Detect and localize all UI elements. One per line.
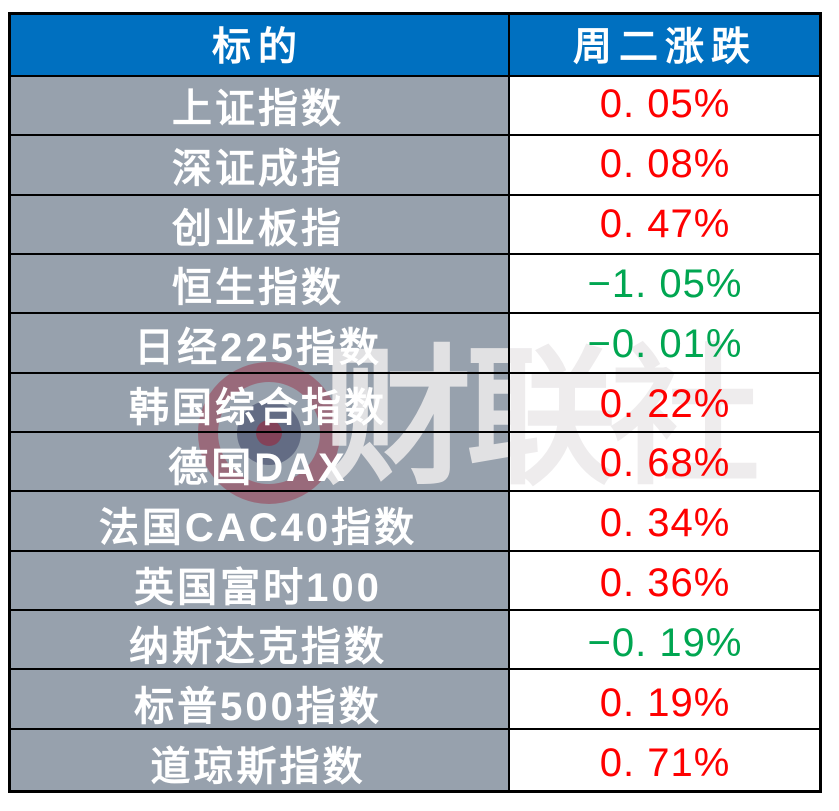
index-change-value: −0. 19%	[587, 620, 743, 665]
index-change-cell: −1. 05%	[508, 254, 822, 315]
index-name: 道琼斯指数	[150, 745, 366, 790]
index-change-cell: 0. 36%	[508, 553, 822, 614]
index-name-cell: 韩国综合指数	[8, 374, 508, 434]
index-change-value: 0. 68%	[599, 441, 731, 486]
index-name: 日经225指数	[134, 326, 382, 371]
index-change-value: 0. 22%	[599, 381, 731, 426]
index-change-cell: 0. 22%	[508, 374, 822, 434]
index-name-cell: 纳斯达克指数	[8, 613, 508, 674]
index-name-cell: 法国CAC40指数	[8, 493, 508, 554]
index-change-value: 0. 34%	[599, 501, 731, 546]
index-name-cell: 恒生指数	[8, 254, 508, 315]
index-change-value: 0. 05%	[599, 82, 731, 127]
index-name: 纳斯达克指数	[129, 625, 387, 670]
index-change-value: 0. 71%	[599, 740, 731, 785]
index-name: 深证成指	[172, 146, 344, 191]
index-name-cell: 标普500指数	[8, 673, 508, 734]
index-change-cell: 0. 34%	[508, 493, 822, 554]
index-change-cell: −0. 19%	[508, 613, 822, 674]
index-name: 德国DAX	[168, 445, 348, 490]
index-change-value: 0. 08%	[599, 142, 731, 187]
index-name: 创业板指	[172, 206, 344, 251]
index-name-cell: 创业板指	[8, 194, 508, 255]
index-name: 标普500指数	[134, 685, 382, 730]
index-name-cell: 深证成指	[8, 134, 508, 195]
header-change-label: 周二涨跌	[572, 25, 757, 69]
index-name-cell: 日经225指数	[8, 314, 508, 375]
index-name: 恒生指数	[172, 266, 344, 311]
header-cell-target: 标的	[8, 12, 508, 75]
index-name: 英国富时100	[134, 565, 382, 610]
index-name-cell: 上证指数	[8, 75, 508, 135]
index-name: 韩国综合指数	[129, 386, 387, 431]
index-change-cell: 0. 05%	[508, 75, 822, 135]
index-change-cell: 0. 68%	[508, 433, 822, 494]
index-change-cell: 0. 08%	[508, 134, 822, 195]
index-name-cell: 道琼斯指数	[8, 733, 508, 793]
index-name: 法国CAC40指数	[98, 505, 418, 550]
index-change-cell: −0. 01%	[508, 314, 822, 375]
header-target-label: 标的	[211, 25, 304, 69]
index-name-cell: 德国DAX	[8, 433, 508, 494]
index-name: 上证指数	[172, 86, 344, 131]
index-change-value: 0. 36%	[599, 561, 731, 606]
index-change-cell: 0. 47%	[508, 194, 822, 255]
index-table: 标的 周二涨跌 上证指数 0. 05% 深证成指 0. 08% 创业板指 0. …	[8, 12, 822, 793]
index-name-cell: 英国富时100	[8, 553, 508, 614]
index-change-value: −0. 01%	[587, 321, 743, 366]
index-change-cell: 0. 71%	[508, 733, 822, 793]
index-change-cell: 0. 19%	[508, 673, 822, 734]
header-cell-change: 周二涨跌	[508, 12, 822, 75]
index-change-value: −1. 05%	[587, 261, 743, 306]
index-change-value: 0. 47%	[599, 202, 731, 247]
index-change-value: 0. 19%	[599, 680, 731, 725]
